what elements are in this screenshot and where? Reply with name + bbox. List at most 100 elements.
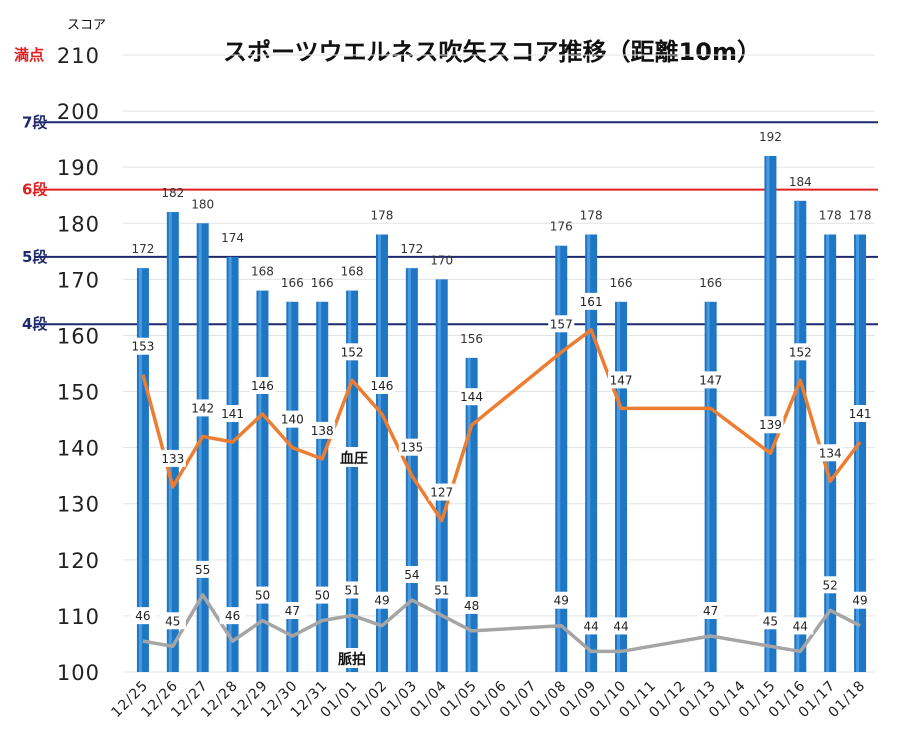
score-bar-label: 192 [759, 130, 782, 144]
blood-pressure-label-bg [817, 444, 844, 462]
score-bar-highlight [168, 212, 172, 672]
pulse-point-label: 45 [165, 614, 180, 628]
blood-pressure-point-label: 140 [281, 413, 304, 427]
score-bar-highlight [617, 301, 621, 672]
pulse-label-bg [368, 591, 395, 609]
y-tick-label: 190 [57, 156, 100, 180]
score-bar-highlight [377, 234, 381, 672]
y-tick-label: 150 [57, 381, 100, 405]
score-bars [136, 155, 867, 673]
pulse-label-bg [279, 602, 306, 620]
blood-pressure-label-bg [787, 343, 814, 361]
pulse-line [142, 593, 861, 654]
y-tick-label: 120 [57, 549, 100, 573]
blood-pressure-point-label: 147 [699, 373, 722, 387]
score-bar-label: 166 [610, 276, 633, 290]
blood-pressure-label-bg [368, 376, 395, 394]
score-bar-label: 178 [371, 208, 394, 222]
pulse-point-label: 52 [823, 578, 838, 592]
y-tick-labels: 100 110 120 130 140 150 160 170 180 190 200 210 [57, 44, 100, 685]
score-bar-highlight [706, 301, 710, 672]
reference-line-label: 5段 [22, 248, 47, 266]
score-bar-label: 166 [699, 276, 722, 290]
gridlines [123, 54, 875, 673]
score-bar-label: 178 [849, 208, 872, 222]
pulse-point-label: 51 [434, 583, 449, 597]
score-bar-label: 180 [191, 197, 214, 211]
score-bar-highlight [288, 301, 292, 672]
score-bar-highlight [557, 245, 561, 672]
score-bar-highlight [228, 256, 232, 672]
blood-pressure-point-label: 141 [221, 407, 244, 421]
pulse-label: 脈拍 [338, 651, 366, 668]
y-tick-label: 110 [57, 605, 100, 629]
pulse-label-bg [608, 617, 635, 635]
blood-pressure-point-label: 138 [311, 424, 334, 438]
pulse-point-label: 49 [374, 594, 389, 608]
blood-pressure-label-bg [339, 343, 366, 361]
y-tick-label: 170 [57, 268, 100, 292]
score-bar-label: 172 [400, 242, 423, 256]
y-tick-label: 100 [57, 661, 100, 685]
blood-pressure-point-label: 142 [191, 401, 214, 415]
blood-pressure-label-bg [279, 410, 306, 428]
score-bar-highlight [318, 301, 322, 672]
blood-pressure-label-bg [249, 376, 276, 394]
score-bar-label: 166 [281, 276, 304, 290]
score-bar-highlight [258, 290, 262, 672]
score-bar-highlight [348, 290, 352, 672]
blood-pressure-point-label: 141 [849, 407, 872, 421]
pulse-point-label: 51 [344, 583, 359, 597]
blood-pressure-point-label: 144 [460, 390, 483, 404]
reference-line-label: 7段 [22, 113, 47, 131]
pulse-label-bg [458, 596, 485, 614]
score-bar [316, 301, 329, 672]
score-bar-highlight [766, 155, 770, 673]
pulse-point-label: 50 [255, 589, 270, 603]
pulse-point-label: 47 [703, 604, 718, 618]
pulse-label-bg [309, 586, 336, 604]
score-bar-highlight [587, 234, 591, 672]
blood-pressure-label-bg [398, 438, 425, 456]
pulse-label-bg [428, 581, 455, 599]
blood-pressure-label-bg [847, 405, 874, 423]
score-bar-label: 178 [580, 208, 603, 222]
pulse-label-bg [578, 617, 605, 635]
blood-pressure-label-bg [219, 405, 246, 423]
blood-pressure-label: 血圧 [340, 450, 368, 467]
blood-pressure-point-label: 152 [789, 345, 812, 359]
y-tick-label: 140 [57, 437, 100, 461]
pulse-label-bg [189, 560, 216, 578]
pulse-label-bg [787, 617, 814, 635]
pulse-label-bg [219, 607, 246, 625]
pulse-label-bg [697, 602, 724, 620]
score-bar-highlight [856, 234, 860, 672]
score-bar-label: 170 [430, 253, 453, 267]
blood-pressure-point-label: 153 [131, 340, 154, 354]
blood-pressure-label-bg [548, 315, 575, 333]
blood-pressure-label-bg [189, 399, 216, 417]
score-bar-highlight [437, 279, 441, 672]
pulse-point-label: 44 [793, 619, 808, 633]
pulse-point-label: 49 [554, 594, 569, 608]
pulse-point-label: 49 [852, 594, 867, 608]
score-bar-highlight [198, 223, 202, 673]
score-bar [615, 301, 628, 672]
blood-pressure-label-bg [608, 371, 635, 389]
blood-pressure-label-bg [757, 416, 784, 434]
y-tick-label: 130 [57, 493, 100, 517]
score-bar-label: 174 [221, 231, 244, 245]
score-bar-label: 178 [819, 208, 842, 222]
pulse-point-label: 50 [315, 589, 330, 603]
pulse-label-bg [159, 612, 186, 630]
blood-pressure-series: 153 133 142 141 146 140 138 152 146 135 127 144 157 1… [129, 292, 874, 523]
pulse-label-bg [847, 591, 874, 609]
pulse-point-label: 48 [464, 599, 479, 613]
x-tick-labels: 12/2512/2612/2712/2812/2912/3012/3101/01… [108, 678, 869, 721]
pulse-label-bg [548, 591, 575, 609]
pulse-point-label: 45 [763, 614, 778, 628]
pulse-series: 46 45 55 46 50 47 50 51 49 54 51 48 49 44 44 47 45 44 52 49 [129, 560, 874, 654]
pulse-point-label: 46 [225, 609, 240, 623]
pulse-label-bg [817, 576, 844, 594]
blood-pressure-label-bg [458, 388, 485, 406]
